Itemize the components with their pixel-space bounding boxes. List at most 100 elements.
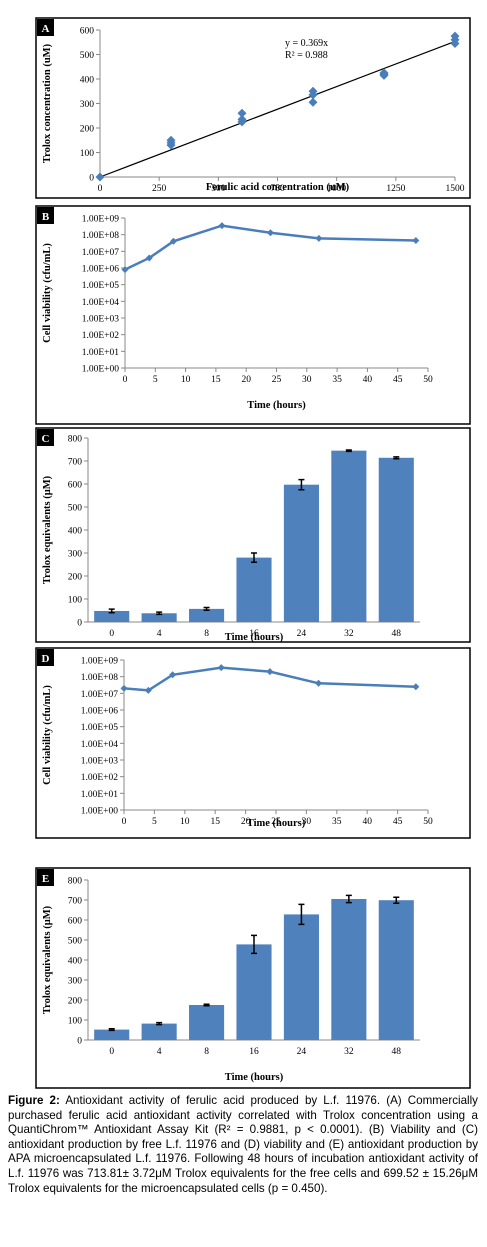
x-tick-label: 50 [423,375,433,385]
x-tick-label: 48 [392,1047,402,1057]
x-tick-label: 48 [392,629,402,639]
point [166,138,176,148]
bar [189,608,225,622]
y-tick-label: 1.00E+07 [82,248,120,258]
point [218,222,226,230]
caption-text: Antioxidant activity of ferulic acid pro… [8,1094,478,1195]
y-tick-label: 1.00E+03 [81,757,119,767]
bar [94,1029,130,1040]
y-tick-label: 1.00E+07 [81,690,119,700]
panel-frame [35,647,471,839]
x-tick-label: 25 [272,375,282,385]
point [144,686,152,694]
x-tick-label: 4 [157,1047,162,1057]
x-tick-label: 1000 [327,184,346,194]
x-tick-label: 0 [98,184,103,194]
y-tick-label: 1.00E+01 [81,790,119,800]
panel-frame [35,17,471,199]
x-tick-label: 5 [152,817,157,827]
y-tick-label: 400 [80,76,95,86]
bar [331,899,367,1040]
y-tick-label: 0 [89,174,94,184]
y-tick-label: 1.00E+02 [81,773,119,783]
x-tick-label: 0 [109,1047,114,1057]
x-tick-label: 50 [423,817,433,827]
x-tick-label: 15 [211,375,221,385]
caption-label: Figure 2: [8,1094,60,1107]
y-tick-label: 1.00E+06 [81,707,119,717]
x-tick-label: 45 [393,817,403,827]
y-tick-label: 1.00E+02 [82,331,120,341]
y-axis-title: Trolox equivalents (μM) [42,475,53,584]
x-axis-title: Time (hours) [247,400,306,411]
panel-label: B [42,211,50,223]
point [121,266,129,274]
x-tick-label: 30 [302,817,312,827]
error-bar [393,456,400,460]
panel-label-box [37,207,54,224]
bar [141,1023,177,1040]
point [120,684,128,692]
y-tick-label: 500 [68,937,83,947]
x-tick-label: 10 [181,375,191,385]
y-tick-label: 1.00E+09 [82,215,120,225]
panel-label-box [37,869,54,886]
x-tick-label: 40 [362,817,372,827]
y-tick-label: 1.00E+05 [82,281,120,291]
error-bar [108,608,115,614]
point [169,237,177,245]
point [412,236,420,244]
y-tick-label: 100 [68,596,83,606]
x-tick-label: 25 [271,817,281,827]
trendline-equation: y = 0.369x [285,38,328,49]
y-tick-label: 100 [68,1017,83,1027]
bar [236,557,272,622]
y-tick-label: 800 [68,435,83,445]
error-bar [298,903,305,926]
y-tick-label: 600 [68,481,83,491]
point [315,679,323,687]
y-axis-title: Cell viability (cfu/mL) [42,685,53,785]
x-tick-label: 16 [249,629,259,639]
point [169,671,177,679]
error-bar [156,611,163,616]
x-tick-label: 4 [157,629,162,639]
panel-frame [35,427,471,643]
error-bar [251,552,257,563]
y-tick-label: 700 [68,897,83,907]
x-axis-title: Time (hours) [225,632,284,643]
error-bar [393,896,400,904]
y-tick-label: 0 [77,619,82,629]
error-bar [203,606,210,612]
error-bar [156,1021,163,1026]
y-tick-label: 300 [68,977,83,987]
point [450,35,460,45]
point [412,683,420,691]
bar [189,1005,225,1040]
x-tick-label: 35 [332,375,342,385]
y-tick-label: 300 [68,550,83,560]
error-bar [345,894,352,904]
panel-label: D [42,653,50,665]
error-bar [298,478,305,491]
x-tick-label: 0 [122,817,127,827]
caption: Figure 2: Antioxidant activity of feruli… [8,1094,478,1196]
x-tick-label: 1250 [386,184,405,194]
x-tick-label: 10 [180,817,190,827]
x-tick-label: 250 [152,184,167,194]
y-tick-label: 1.00E+00 [81,807,119,817]
y-axis-title: Trolox equivalents (μM) [42,905,53,1014]
x-tick-label: 0 [123,375,128,385]
y-tick-label: 1.00E+03 [82,315,120,325]
y-tick-label: 200 [80,125,95,135]
x-tick-label: 1500 [446,184,465,194]
y-tick-label: 1.00E+04 [82,298,120,308]
bar [331,450,367,622]
y-tick-label: 200 [68,573,83,583]
y-tick-label: 1.00E+08 [82,231,120,241]
error-bar [251,934,257,955]
point [237,114,247,124]
y-tick-label: 500 [68,504,83,514]
